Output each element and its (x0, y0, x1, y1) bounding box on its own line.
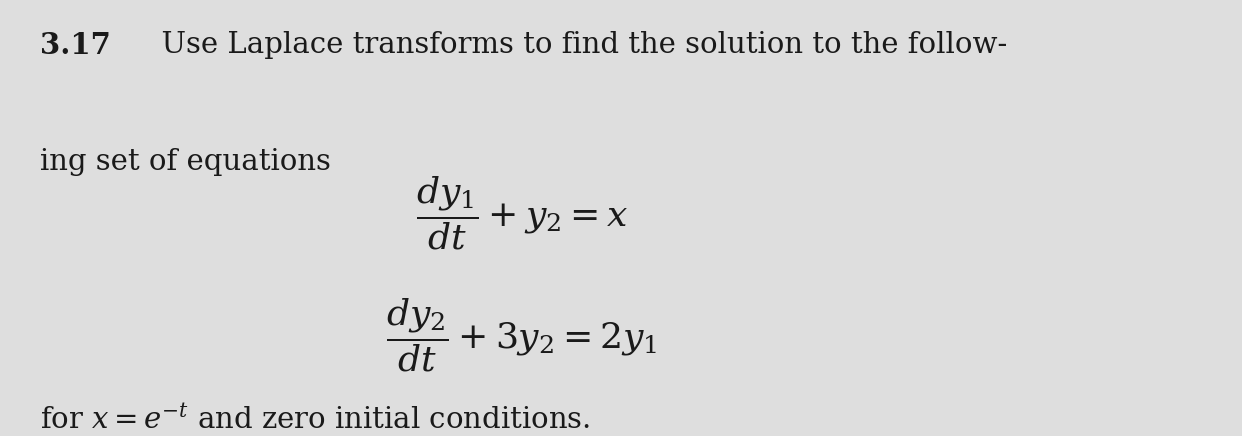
Text: 3.17: 3.17 (40, 31, 111, 60)
Text: $\dfrac{dy_1}{dt} + y_2 = x$: $\dfrac{dy_1}{dt} + y_2 = x$ (416, 174, 627, 252)
Text: $\dfrac{dy_2}{dt} + 3y_2 = 2y_1$: $\dfrac{dy_2}{dt} + 3y_2 = 2y_1$ (386, 296, 657, 374)
Text: for $x = e^{-t}$ and zero initial conditions.: for $x = e^{-t}$ and zero initial condit… (40, 405, 590, 436)
Text: Use Laplace transforms to find the solution to the follow-: Use Laplace transforms to find the solut… (143, 31, 1007, 58)
Text: ing set of equations: ing set of equations (40, 148, 330, 176)
